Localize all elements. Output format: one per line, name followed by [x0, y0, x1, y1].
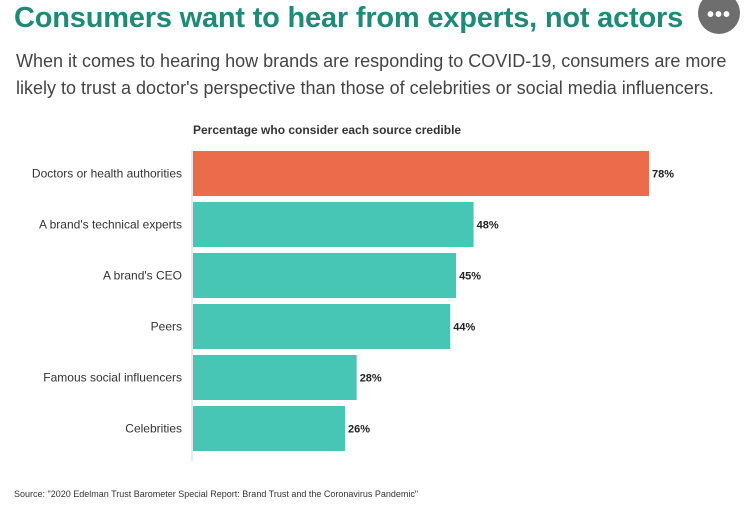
bar-a-brand-s-ceo	[193, 253, 457, 298]
page-title: Consumers want to hear from experts, not…	[14, 2, 684, 34]
value-label: 45%	[459, 271, 481, 283]
bar-famous-social-influencers	[193, 355, 357, 400]
value-label: 48%	[477, 220, 499, 232]
value-label: 28%	[360, 373, 382, 385]
value-label: 78%	[652, 169, 674, 181]
bar-celebrities	[193, 406, 345, 451]
bar-doctors-or-health-authorities	[193, 151, 649, 196]
page-subtitle: When it comes to hearing how brands are …	[16, 51, 727, 98]
bar-peers	[193, 304, 451, 349]
more-options-button[interactable]: •••	[698, 0, 740, 34]
more-options-icon: •••	[706, 4, 731, 26]
bar-a-brand-s-technical-experts	[193, 202, 474, 247]
category-label: Celebrities	[125, 422, 182, 436]
source-note: Source: "2020 Edelman Trust Barometer Sp…	[14, 489, 419, 499]
category-label: A brand's technical experts	[39, 218, 182, 232]
chart-title: Percentage who consider each source cred…	[193, 123, 461, 137]
value-label: 44%	[453, 322, 475, 334]
value-label: 26%	[348, 424, 370, 436]
category-label: Doctors or health authorities	[32, 167, 182, 181]
category-label: Famous social influencers	[43, 371, 182, 385]
category-label: Peers	[151, 320, 182, 334]
category-label: A brand's CEO	[103, 269, 182, 283]
